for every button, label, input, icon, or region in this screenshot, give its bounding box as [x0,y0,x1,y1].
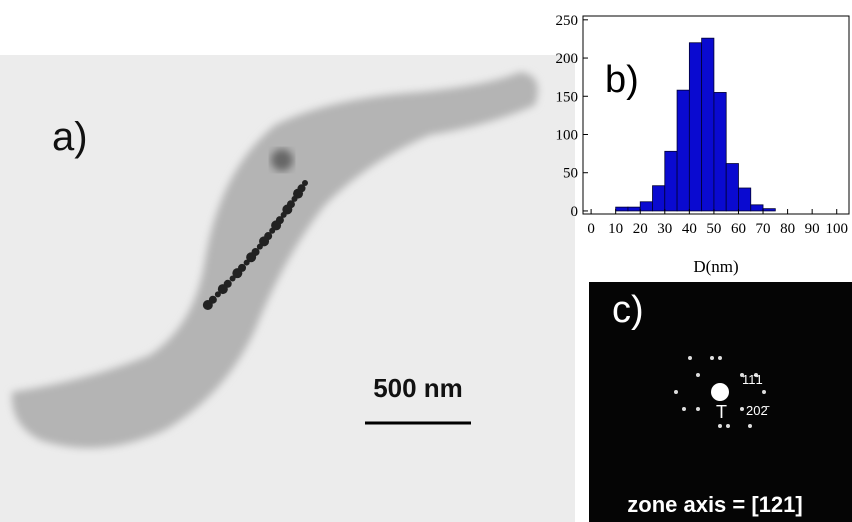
bar [713,92,727,212]
spot-label: T [716,402,727,422]
bar [664,150,678,212]
bar [738,187,752,212]
x-tick-label: 40 [682,221,697,237]
spot [748,424,752,428]
x-tick-label: 0 [587,221,595,237]
bar [701,37,715,212]
bar [725,163,739,212]
spot [696,373,700,377]
spot [718,424,722,428]
magnetosome-chain [202,180,308,310]
bar [639,201,653,212]
magnetosome [280,211,287,218]
magnetosome [217,284,228,295]
plot-frame [582,15,850,215]
spot [740,373,744,377]
inclusion [271,149,293,171]
spot [740,407,744,411]
spot [726,424,730,428]
y-tick-label: 0 [571,204,579,220]
x-axis-label: D(nm) [693,257,738,276]
magnetosome [214,291,221,298]
zone-axis-label: zone axis = [121] [627,492,802,517]
magnetosome [256,243,263,250]
x-tick-label: 10 [608,221,623,237]
spot [754,373,758,377]
spot [674,390,678,394]
scale-bar-label: 500 nm [373,373,463,403]
spot [762,390,766,394]
panel-label: c) [612,289,644,331]
magnetosome [229,275,236,282]
spot [696,407,700,411]
x-tick-label: 20 [633,221,648,237]
magnetosome [246,252,257,263]
magnetosome [259,236,270,247]
bar [652,185,666,212]
y-tick-label: 50 [563,166,578,182]
histogram: 0 50 100 150 200 250 0 10 20 30 40 50 60 70 80 90 100 D(n… [556,13,850,276]
bacterium-body [11,72,538,448]
y-tick-label: 150 [556,89,579,105]
magnetosome [269,227,276,234]
y-tick-label: 200 [556,51,579,67]
central-beam [711,383,729,401]
x-tick-label: 70 [756,221,771,237]
spot [682,407,686,411]
x-tick-label: 100 [825,221,848,237]
magnetosome [202,300,213,310]
x-tick-label: 80 [780,221,795,237]
y-tick-label: 100 [556,127,579,143]
x-tick-label: 90 [805,221,820,237]
y-tick-label: 250 [556,13,579,29]
x-tick-label: 30 [657,221,672,237]
magnetosome [291,195,298,202]
magnetosome [282,204,293,215]
magnetosome [271,220,282,231]
bar [762,208,776,212]
magnetosome [243,259,250,266]
bar [615,206,629,212]
x-tick-label: 60 [731,221,746,237]
spot-label: 11̄1 [742,372,763,387]
diffraction-spots [674,356,766,428]
bar [676,89,690,212]
spot [718,356,722,360]
bar [688,42,703,212]
panel-label: b) [605,59,639,101]
bar [627,206,641,212]
diffraction-background [589,282,852,522]
spot-label: 202̄ [746,403,770,418]
x-tick-label: 50 [706,221,721,237]
panel-label: a) [52,115,88,159]
spot [710,356,714,360]
magnetosome [302,180,308,186]
bar [750,204,764,212]
magnetosome [232,268,243,279]
spot [688,356,692,360]
